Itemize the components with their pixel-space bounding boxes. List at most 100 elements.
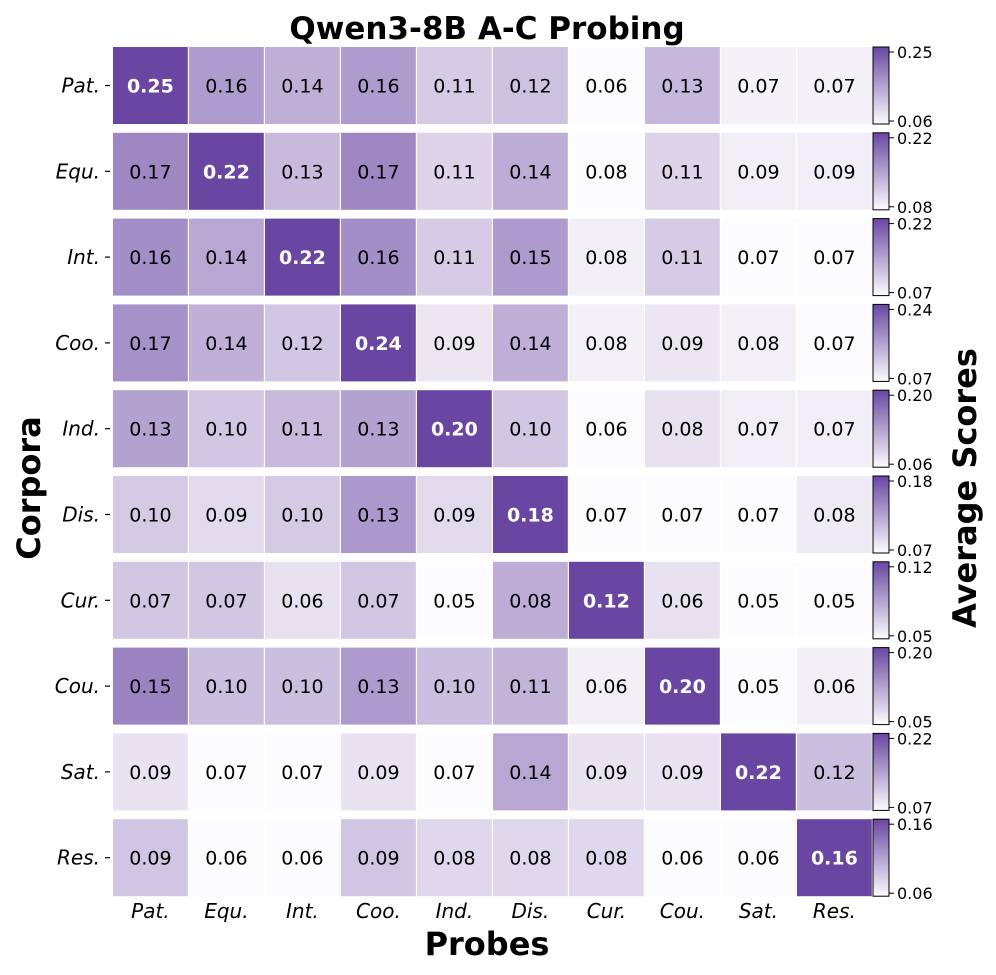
colorbar-tick-label: 0.06 bbox=[897, 112, 933, 131]
cell-value-label: 0.05 bbox=[433, 590, 475, 612]
cell-value-label: 0.07 bbox=[585, 505, 627, 527]
colorbar-tick-label: 0.25 bbox=[897, 43, 933, 62]
heatmap-cell bbox=[797, 304, 872, 382]
cell-value-label: 0.10 bbox=[281, 505, 323, 527]
cell-value-label: 0.08 bbox=[509, 848, 551, 870]
cell-value-label: 0.07 bbox=[661, 505, 703, 527]
cell-value-label: 0.09 bbox=[813, 161, 855, 183]
heatmap-cell bbox=[797, 218, 872, 296]
cell-value-label: 0.12 bbox=[583, 590, 630, 612]
colorbar-tick-label: 0.07 bbox=[897, 541, 933, 560]
cell-value-label: 0.14 bbox=[205, 247, 247, 269]
cell-value-label: 0.09 bbox=[357, 848, 399, 870]
cell-value-label: 0.11 bbox=[433, 247, 475, 269]
chart-title: Qwen3-8B A-C Probing bbox=[289, 11, 684, 47]
heatmap-cell bbox=[417, 390, 492, 468]
colorbar-tick-label: 0.06 bbox=[897, 884, 933, 903]
cell-value-label: 0.07 bbox=[433, 762, 475, 784]
cell-value-label: 0.08 bbox=[585, 333, 627, 355]
heatmap-cell bbox=[189, 733, 264, 811]
heatmap-cell bbox=[569, 390, 644, 468]
cell-value-label: 0.06 bbox=[661, 848, 703, 870]
heatmap-cell bbox=[493, 218, 568, 296]
cell-value-label: 0.08 bbox=[813, 505, 855, 527]
heatmap-cell bbox=[569, 47, 644, 124]
heatmap-cell bbox=[493, 733, 568, 811]
colorbar-tick-label: 0.07 bbox=[897, 369, 933, 388]
heatmap-cell bbox=[721, 647, 796, 725]
cell-value-label: 0.12 bbox=[509, 76, 551, 98]
heatmap-cell bbox=[797, 476, 872, 553]
heatmap-cell bbox=[797, 647, 872, 725]
cell-value-label: 0.11 bbox=[661, 161, 703, 183]
heatmap-cell bbox=[417, 47, 492, 124]
cell-value-label: 0.11 bbox=[433, 161, 475, 183]
cell-value-label: 0.14 bbox=[509, 762, 551, 784]
cell-value-label: 0.13 bbox=[281, 161, 323, 183]
colorbar-tick-label: 0.18 bbox=[897, 472, 933, 491]
cell-value-label: 0.14 bbox=[281, 76, 323, 98]
cell-value-label: 0.07 bbox=[737, 505, 779, 527]
cell-value-label: 0.09 bbox=[205, 505, 247, 527]
cell-value-label: 0.08 bbox=[661, 419, 703, 441]
heatmap-cell bbox=[417, 304, 492, 382]
cell-value-label: 0.08 bbox=[433, 848, 475, 870]
heatmap-cell bbox=[493, 476, 568, 553]
heatmap-cell bbox=[721, 819, 796, 897]
heatmap-cell bbox=[569, 218, 644, 296]
heatmap-row: Cur. 0.07 0.07 0.06 0.07 0.05 0.08 0.12 0.06 0.05… bbox=[61, 558, 933, 646]
colorbar-tick-label: 0.07 bbox=[897, 284, 933, 303]
y-tick-label: Equ. bbox=[56, 159, 100, 183]
y-tick-label: Cur. bbox=[61, 588, 100, 612]
cell-value-label: 0.16 bbox=[129, 247, 171, 269]
x-tick-label: Cur. bbox=[587, 899, 626, 923]
heatmap-cell bbox=[113, 390, 188, 468]
cell-value-label: 0.14 bbox=[509, 161, 551, 183]
heatmap-cell bbox=[721, 476, 796, 553]
heatmap-row: Cou. 0.15 0.10 0.10 0.13 0.10 0.11 0.06 0.20 0.05… bbox=[55, 644, 933, 732]
cell-value-label: 0.16 bbox=[357, 76, 399, 98]
heatmap-cell bbox=[265, 561, 340, 639]
cell-value-label: 0.07 bbox=[737, 76, 779, 98]
heatmap-cell bbox=[341, 132, 416, 210]
cell-value-label: 0.06 bbox=[737, 848, 779, 870]
heatmap-cell bbox=[493, 647, 568, 725]
heatmap-cell bbox=[417, 561, 492, 639]
heatmap-cell bbox=[113, 733, 188, 811]
cell-value-label: 0.07 bbox=[205, 762, 247, 784]
heatmap-cell bbox=[265, 304, 340, 382]
cell-value-label: 0.09 bbox=[433, 505, 475, 527]
heatmap-cell bbox=[113, 304, 188, 382]
colorbar-tick-label: 0.20 bbox=[897, 644, 933, 663]
heatmap-cell bbox=[341, 390, 416, 468]
y-tick-label: Res. bbox=[57, 846, 100, 870]
cell-value-label: 0.17 bbox=[129, 333, 171, 355]
heatmap-cell bbox=[797, 47, 872, 124]
cell-value-label: 0.22 bbox=[203, 161, 250, 183]
cell-value-label: 0.22 bbox=[735, 762, 782, 784]
colorbar bbox=[872, 818, 890, 897]
colorbar bbox=[872, 303, 890, 382]
cell-value-label: 0.09 bbox=[129, 762, 171, 784]
heatmap-cell bbox=[417, 733, 492, 811]
heatmap-cell bbox=[417, 476, 492, 553]
heatmap-cell bbox=[797, 390, 872, 468]
cell-value-label: 0.22 bbox=[279, 247, 326, 269]
heatmap-cell bbox=[341, 561, 416, 639]
heatmap-cell bbox=[645, 561, 720, 639]
heatmap-cell bbox=[189, 47, 264, 124]
cell-value-label: 0.05 bbox=[737, 590, 779, 612]
heatmap-cell bbox=[645, 132, 720, 210]
heatmap-cell bbox=[341, 733, 416, 811]
x-axis-title: Probes bbox=[425, 925, 550, 963]
cell-value-label: 0.10 bbox=[205, 676, 247, 698]
heatmap-cell bbox=[265, 647, 340, 725]
colorbar-tick-label: 0.16 bbox=[897, 815, 933, 834]
cell-value-label: 0.20 bbox=[431, 419, 478, 441]
cell-value-label: 0.07 bbox=[357, 590, 399, 612]
heatmap-row: Ind. 0.13 0.10 0.11 0.13 0.20 0.10 0.06 0.08 0.07… bbox=[62, 386, 932, 474]
cell-value-label: 0.15 bbox=[129, 676, 171, 698]
heatmap-row: Dis. 0.10 0.09 0.10 0.13 0.09 0.18 0.07 0.07 0.07… bbox=[62, 472, 932, 560]
x-tick-label: Dis. bbox=[512, 899, 550, 923]
cell-value-label: 0.10 bbox=[281, 676, 323, 698]
